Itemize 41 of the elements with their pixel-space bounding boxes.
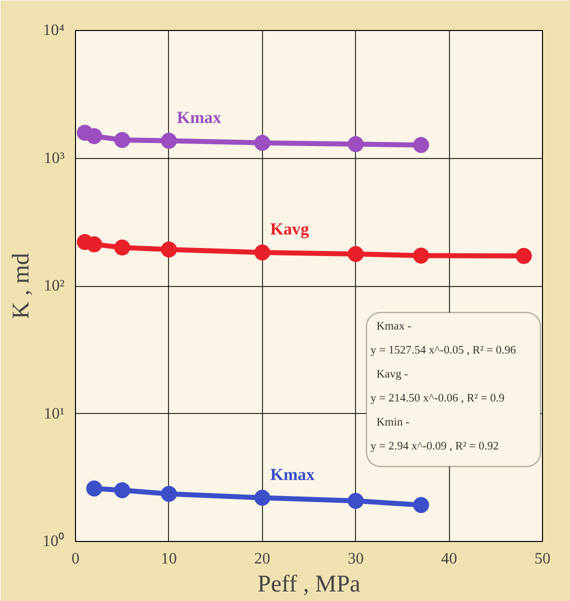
point [86,236,102,252]
x-tick-label: 10 [160,550,177,568]
annotation: y = 1527.54 x^-0.05 , R² = 0.96 [370,344,516,356]
y-tick-label: 10⁰ [42,532,64,550]
point [114,132,130,148]
point [160,242,177,258]
point [86,128,102,144]
y-tick-label: 10¹ [44,405,65,422]
y-tick-label: 10³ [44,150,65,167]
point [413,497,430,514]
annotation: Kavg - [376,368,408,380]
annotation: Kmin - [376,416,410,428]
x-axis-title: Peff , MPa [258,572,361,598]
series-label: Kmax [176,108,222,127]
annotation: y = 2.94 x^-0.09 , R² = 0.92 [370,440,499,452]
annotation: y = 214.50 x^-0.06 , R² = 0.9 [370,392,505,404]
point [254,134,270,151]
point [114,240,130,256]
x-tick-label: 20 [254,550,270,568]
point [348,492,364,509]
point [254,490,270,506]
point [160,132,177,149]
point [348,246,364,262]
y-tick-label: 10² [44,278,65,294]
x-tick-label: 40 [441,550,458,568]
point [348,136,364,152]
series-label: Kmax [270,464,316,484]
point [86,480,102,496]
point [114,482,130,498]
annotation: Kmax - [376,320,412,332]
point [413,248,430,264]
y-tick-label: 10⁴ [42,22,65,39]
x-tick-label: 30 [348,550,364,568]
x-tick-label: 50 [534,550,550,568]
point [516,248,532,264]
y-axis-title: K , md [8,253,34,319]
point [413,137,430,153]
x-tick-label: 0 [72,550,80,568]
series-label: Kavg [270,219,310,238]
point [254,244,270,260]
point [160,486,177,502]
